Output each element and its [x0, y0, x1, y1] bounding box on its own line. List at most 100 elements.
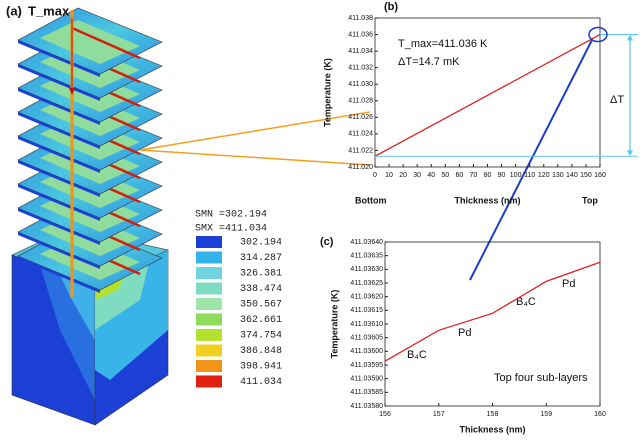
plate-edge: [18, 40, 100, 77]
annotation: Pd: [562, 278, 575, 290]
plate-edge: [18, 160, 100, 197]
annotation: ΔT=14.7 mK: [398, 56, 460, 68]
x-tick-label: 100: [510, 172, 522, 179]
legend-label: 350.567: [240, 300, 282, 311]
legend-label: 314.287: [240, 253, 282, 264]
highlight-circle: [588, 26, 608, 43]
plate-edge: [18, 88, 100, 125]
arrowhead: [627, 34, 633, 41]
legend-label: 302.194: [240, 238, 282, 249]
plate-edge: [18, 208, 100, 245]
x-tick-label: 159: [540, 411, 552, 418]
legend-swatch: [196, 267, 222, 279]
plate-edge: [18, 136, 100, 173]
x-axis-label: Thickness (nm): [454, 195, 520, 205]
y-tick-label: 411.03635: [350, 253, 383, 260]
plate-edge: [18, 64, 100, 101]
annotation: Top four sub-layers: [494, 372, 588, 384]
y-tick-label: 411.03630: [350, 266, 383, 273]
plate-edge: [18, 112, 100, 149]
annotation: B₄C: [516, 296, 536, 308]
legend-swatch: [196, 298, 222, 310]
x-tick-label: 50: [441, 172, 449, 179]
plate-hot: [40, 20, 140, 64]
y-tick-label: 411.03615: [350, 307, 383, 314]
plate-edge: [18, 184, 100, 221]
annotation: T_max=411.036 K: [398, 38, 488, 50]
x-tick-label: 10: [385, 172, 393, 179]
panel-label: (c): [320, 236, 334, 248]
y-tick-label: 411.03605: [350, 335, 383, 342]
legend-label: 398.941: [240, 362, 282, 373]
legend-swatch: [196, 282, 222, 295]
y-tick-label: 411.036: [348, 31, 373, 38]
panel-label: (b): [384, 1, 398, 13]
x-tick-label: 80: [484, 172, 492, 179]
x-tick-label: 157: [433, 411, 445, 418]
legend-swatch: [196, 344, 222, 357]
plate-edge: [18, 232, 100, 269]
smx: SMX =411.034: [195, 224, 267, 235]
annotation: Bottom: [355, 195, 387, 205]
y-tick-label: 411.03640: [350, 239, 383, 246]
annotation: Pd: [458, 327, 471, 339]
y-tick-label: 411.038: [348, 15, 373, 22]
x-tick-label: 90: [498, 172, 506, 179]
plate-stack: [17, 7, 163, 293]
y-tick-label: 411.024: [348, 131, 373, 138]
legend-label: 411.034: [240, 377, 282, 388]
x-tick-label: 70: [470, 172, 478, 179]
legend-label: 374.754: [240, 331, 282, 342]
y-tick-label: 411.03625: [350, 280, 383, 287]
x-tick-label: 120: [538, 172, 550, 179]
legend-label: 386.848: [240, 346, 282, 357]
x-tick-label: 140: [566, 172, 578, 179]
line: [384, 261, 601, 362]
y-tick-label: 411.020: [348, 164, 373, 171]
color-legend: 302.194 314.287 326.381 338.474 350.567 362.6…: [196, 236, 282, 388]
plate-ridge: [71, 26, 141, 60]
y-tick-label: 411.03610: [350, 321, 383, 328]
connector: [139, 149, 371, 166]
tmax-label: T_max: [28, 3, 70, 18]
y-tick-label: 411.028: [348, 98, 373, 105]
line: [374, 33, 601, 157]
legend-label: 362.661: [240, 315, 282, 326]
legend-swatch: [196, 329, 222, 341]
y-tick-label: 411.03590: [350, 376, 383, 383]
x-tick-label: 0: [373, 172, 377, 179]
x-tick-label: 110: [524, 172, 535, 179]
legend-swatch: [196, 313, 222, 326]
legend-swatch: [196, 236, 222, 248]
x-tick-label: 130: [552, 172, 564, 179]
y-tick-label: 411.032: [348, 65, 373, 72]
y-tick-label: 411.03585: [350, 389, 383, 396]
legend-label: 326.381: [240, 269, 282, 280]
y-tick-label: 411.034: [348, 48, 373, 55]
annotation: Top: [582, 195, 598, 205]
legend-label: 338.474: [240, 284, 282, 295]
legend-swatch: [196, 251, 222, 264]
tmax-arrowhead: [69, 88, 75, 95]
y-axis-label: Temperature (K): [322, 58, 332, 127]
x-tick-label: 156: [379, 411, 391, 418]
x-tick-label: 150: [580, 172, 592, 179]
panel-label: (a): [6, 3, 22, 18]
arrowhead: [627, 150, 633, 157]
annotation: B₄C: [407, 349, 427, 361]
y-tick-label: 411.022: [348, 147, 373, 154]
smn: SMN =302.194: [195, 210, 267, 221]
y-axis-label: Temperature (K): [329, 290, 339, 359]
connector: [139, 111, 371, 151]
y-tick-label: 411.03595: [350, 362, 383, 369]
x-axis-label: Thickness (nm): [459, 424, 525, 434]
legend-swatch: [196, 375, 222, 388]
x-tick-label: 60: [455, 172, 463, 179]
y-tick-label: 411.03620: [350, 294, 383, 301]
x-tick-label: 158: [487, 411, 499, 418]
y-tick-label: 411.03600: [350, 348, 383, 355]
annotation: ΔT: [610, 94, 624, 106]
plate-edge: [18, 256, 100, 293]
